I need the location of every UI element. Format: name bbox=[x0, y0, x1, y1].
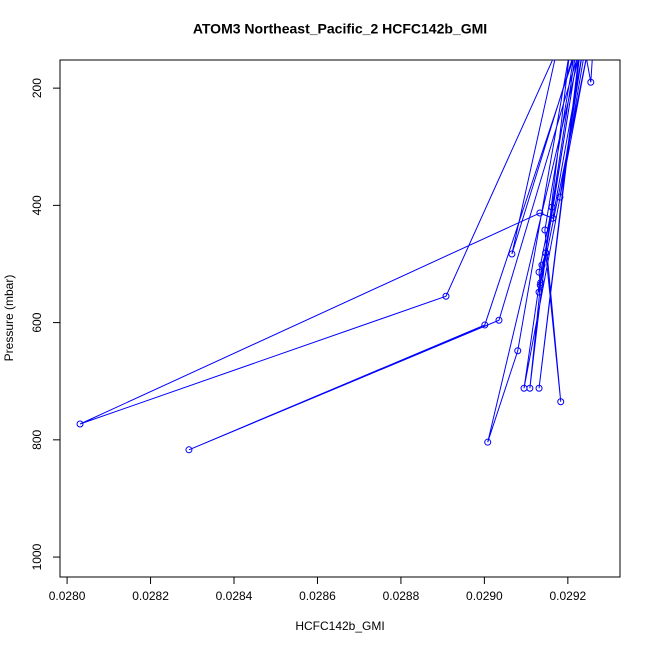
y-tick-label: 800 bbox=[30, 430, 44, 450]
y-tick-label: 400 bbox=[30, 195, 44, 215]
data-point bbox=[538, 261, 546, 269]
plot-frame bbox=[59, 59, 621, 578]
data-point bbox=[557, 398, 565, 406]
data-point bbox=[541, 226, 549, 234]
x-tick-label: 0.0288 bbox=[383, 589, 420, 603]
y-tick-label: 600 bbox=[30, 312, 44, 332]
y-axis-label: Pressure (mbar) bbox=[2, 275, 16, 362]
data-point bbox=[535, 288, 543, 296]
chart-title: ATOM3 Northeast_Pacific_2 HCFC142b_GMI bbox=[193, 21, 487, 37]
x-tick-label: 0.0282 bbox=[132, 589, 169, 603]
data-point bbox=[185, 446, 193, 454]
data-point bbox=[548, 203, 556, 211]
x-tick-label: 0.0286 bbox=[299, 589, 336, 603]
data-point bbox=[542, 249, 550, 257]
data-point bbox=[495, 316, 503, 324]
data-point bbox=[76, 420, 84, 428]
x-tick-label: 0.0292 bbox=[549, 589, 586, 603]
data-point bbox=[484, 438, 492, 446]
data-point bbox=[508, 250, 516, 258]
data-line bbox=[79, 60, 593, 451]
x-tick-label: 0.0290 bbox=[466, 589, 503, 603]
y-tick-label: 1000 bbox=[30, 543, 44, 570]
data-point bbox=[526, 384, 534, 392]
data-point bbox=[587, 78, 595, 86]
plot-area bbox=[76, 60, 595, 454]
data-point bbox=[514, 347, 522, 355]
x-tick-label: 0.0280 bbox=[49, 589, 86, 603]
data-point bbox=[442, 292, 450, 300]
y-tick-label: 200 bbox=[30, 78, 44, 98]
data-point bbox=[556, 193, 564, 201]
data-point bbox=[535, 384, 543, 392]
data-point bbox=[536, 209, 544, 217]
x-axis-label: HCFC142b_GMI bbox=[295, 619, 384, 633]
data-point bbox=[549, 214, 557, 222]
data-point bbox=[536, 281, 544, 289]
data-point bbox=[481, 321, 489, 329]
x-tick-label: 0.0284 bbox=[216, 589, 253, 603]
data-point bbox=[535, 268, 543, 276]
